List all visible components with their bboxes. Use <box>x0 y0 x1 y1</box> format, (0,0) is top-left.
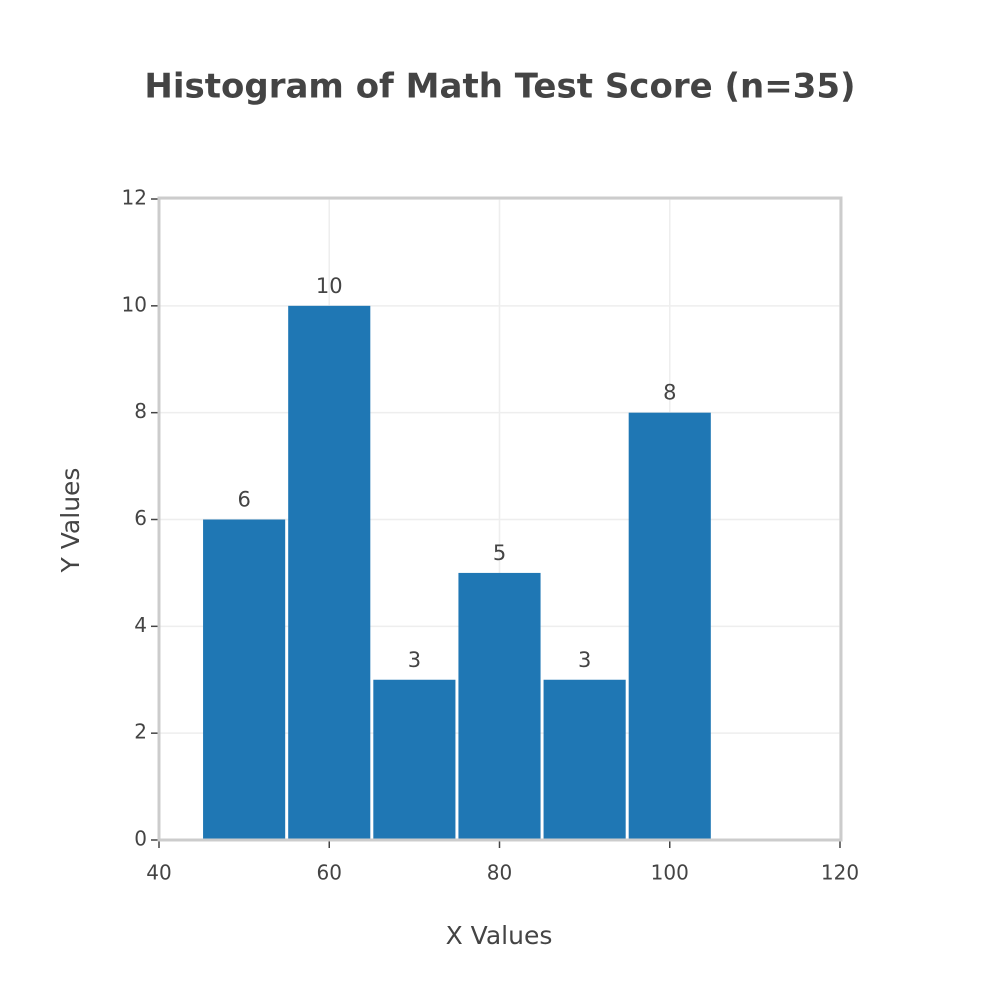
y-tick-label: 2 <box>134 720 147 744</box>
value-label: 3 <box>408 648 421 672</box>
bar <box>543 679 626 840</box>
bar <box>288 305 371 840</box>
labels: 0 2 4 6 8 10 12 40 60 80 100 120 6 10 3 5 3 8 <box>122 186 860 885</box>
bar <box>458 572 541 840</box>
bar <box>628 412 711 840</box>
value-label: 8 <box>663 381 676 405</box>
bars <box>159 305 840 841</box>
value-label: 10 <box>316 274 343 298</box>
plot-frame <box>157 196 843 842</box>
x-tick-label: 40 <box>146 861 171 885</box>
bar <box>373 679 456 840</box>
y-tick-label: 6 <box>134 506 147 530</box>
y-axis-title: Y Values <box>56 468 85 574</box>
value-label: 6 <box>237 488 250 512</box>
value-label: 3 <box>578 648 591 672</box>
y-tick-label: 0 <box>134 827 147 851</box>
y-tick-label: 12 <box>122 186 147 210</box>
x-tick-label: 120 <box>821 861 859 885</box>
x-tick-label: 80 <box>487 861 512 885</box>
y-tick-label: 4 <box>134 613 147 637</box>
x-tick-label: 60 <box>317 861 342 885</box>
value-label: 5 <box>493 541 506 565</box>
x-axis-title: X Values <box>446 921 553 950</box>
bar <box>203 519 286 840</box>
y-tick-label: 8 <box>134 399 147 423</box>
chart-title: Histogram of Math Test Score (n=35) <box>144 67 855 107</box>
y-tick-label: 10 <box>122 292 147 316</box>
x-tick-label: 100 <box>651 861 689 885</box>
